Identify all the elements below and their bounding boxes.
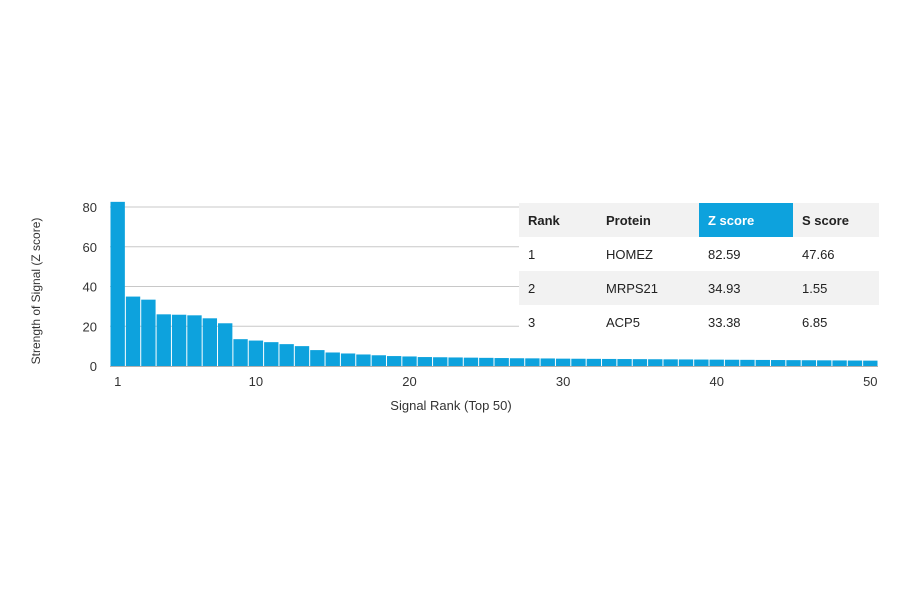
bar	[479, 357, 494, 366]
header-s-score: S score	[802, 212, 849, 228]
y-tick-label: 40	[83, 280, 97, 295]
bar	[402, 356, 417, 366]
bar	[786, 360, 801, 366]
cell-rank: 3	[528, 314, 536, 330]
bar	[417, 357, 433, 366]
table-row: 2 MRPS21 34.93 1.55	[519, 271, 879, 305]
bar	[294, 346, 310, 366]
table-row: 1 HOMEZ 82.59 47.66	[519, 237, 879, 271]
x-tick-label: 1	[114, 374, 121, 389]
bar	[709, 359, 724, 366]
cell-protein: ACP5	[606, 314, 640, 330]
x-tick-label: 20	[402, 374, 416, 389]
ranking-table: Rank Protein Z score S score 1 HOMEZ 82.…	[519, 203, 879, 339]
bar	[817, 360, 832, 366]
bar	[156, 314, 171, 366]
y-tick-label: 0	[90, 359, 97, 374]
bar	[171, 314, 187, 366]
bar	[740, 359, 755, 366]
bar	[248, 340, 264, 366]
bar	[571, 358, 586, 366]
bar	[463, 357, 479, 366]
bar	[847, 360, 863, 366]
cell-s-score: 47.66	[802, 246, 835, 262]
bar	[525, 358, 540, 366]
bar	[448, 357, 463, 366]
bar	[863, 360, 878, 366]
bar	[724, 359, 740, 366]
bar	[279, 344, 294, 366]
bar	[233, 339, 248, 366]
y-tick-label: 80	[83, 200, 97, 215]
bar	[694, 359, 709, 366]
table-row: 3 ACP5 33.38 6.85	[519, 305, 879, 339]
bar	[509, 358, 525, 366]
bar	[770, 360, 786, 366]
table-header-row: Rank Protein Z score S score	[519, 203, 879, 237]
bar	[187, 315, 202, 366]
bar	[617, 359, 632, 366]
bar	[125, 296, 141, 366]
bar	[356, 354, 371, 366]
x-tick-label: 30	[556, 374, 570, 389]
bar	[202, 318, 218, 366]
bar	[632, 359, 648, 366]
x-tick-label: 10	[249, 374, 263, 389]
bar	[832, 360, 847, 366]
header-rank: Rank	[528, 212, 560, 228]
bar	[540, 358, 555, 366]
header-protein: Protein	[606, 212, 651, 228]
bar	[433, 357, 448, 366]
header-z-score: Z score	[699, 203, 793, 237]
cell-rank: 1	[528, 246, 536, 262]
bar	[801, 360, 817, 366]
x-tick-label: 40	[709, 374, 723, 389]
bar	[325, 352, 340, 366]
cell-s-score: 1.55	[802, 280, 828, 296]
bar	[141, 299, 156, 366]
bar	[371, 355, 386, 366]
x-axis-title: Signal Rank (Top 50)	[390, 398, 511, 413]
cell-z-score: 82.59	[708, 246, 741, 262]
bar	[663, 359, 678, 366]
y-tick-label: 20	[83, 319, 97, 334]
bar	[586, 358, 602, 366]
bar	[110, 201, 125, 366]
bar	[678, 359, 694, 366]
bar	[648, 359, 663, 366]
cell-protein: MRPS21	[606, 280, 659, 296]
cell-z-score: 34.93	[708, 280, 741, 296]
x-tick-label: 50	[863, 374, 877, 389]
bar	[755, 359, 770, 366]
bar	[555, 358, 571, 366]
bar	[494, 358, 509, 366]
bar	[310, 350, 325, 366]
y-axis-title: Strength of Signal (Z score)	[29, 218, 43, 365]
bar	[340, 353, 356, 366]
y-tick-label: 60	[83, 240, 97, 255]
bar	[602, 358, 617, 366]
cell-rank: 2	[528, 280, 536, 296]
cell-z-score: 33.38	[708, 314, 741, 330]
bar	[218, 323, 233, 366]
cell-protein: HOMEZ	[606, 246, 653, 262]
bar	[264, 342, 279, 366]
cell-s-score: 6.85	[802, 314, 828, 330]
bar	[386, 356, 402, 366]
